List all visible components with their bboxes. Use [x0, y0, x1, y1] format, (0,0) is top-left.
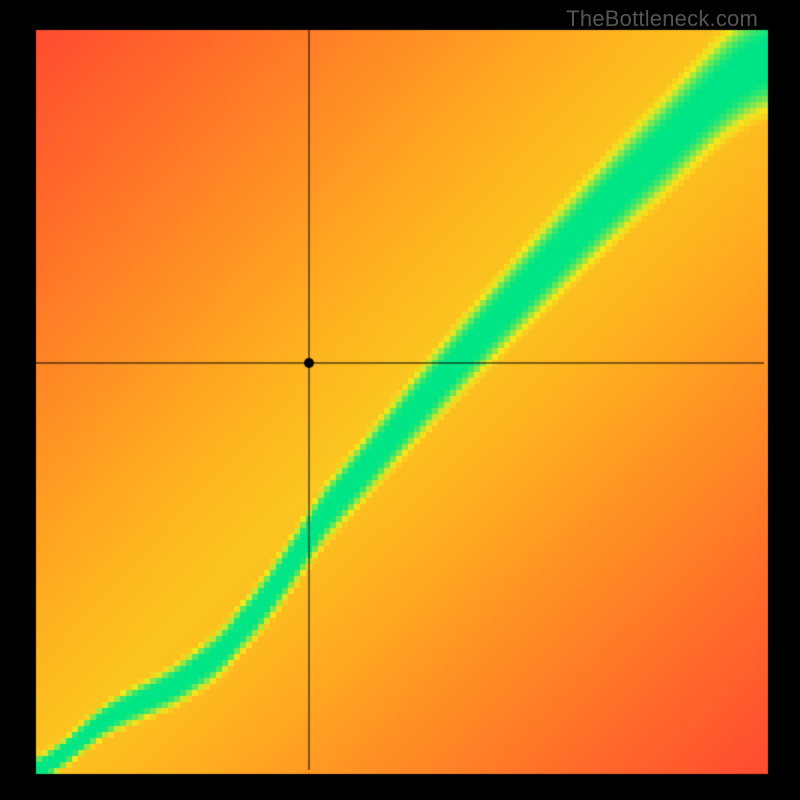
- watermark-text: TheBottleneck.com: [566, 6, 758, 32]
- chart-container: TheBottleneck.com: [0, 0, 800, 800]
- heatmap-canvas: [0, 0, 800, 800]
